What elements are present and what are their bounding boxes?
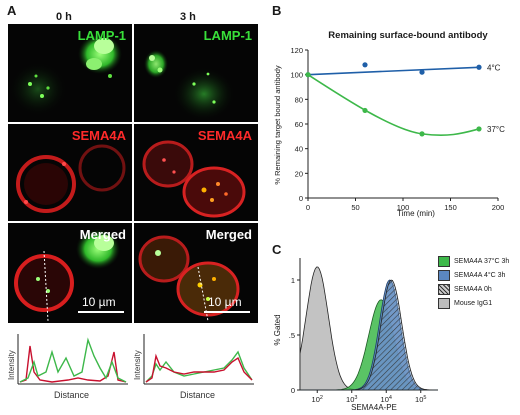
micrograph-lamp1-0h: LAMP-1 <box>8 24 132 122</box>
chart-c-xtick-label: 104 <box>381 395 392 404</box>
profile-xlabel-3h: Distance <box>180 390 215 400</box>
label-merged-3h: Merged <box>205 227 252 242</box>
chart-c-legend: SEMA4A 37°C 3h SEMA4A 4°C 3h SEMA4A 0h Mous… <box>438 256 518 312</box>
sema4a-3h-image <box>142 140 246 218</box>
sema4a-0h-image <box>16 144 126 213</box>
chart-b-ytick-label: 0 <box>299 194 303 203</box>
micrograph-merged-3h: Merged 10 µm <box>134 223 258 323</box>
legend-item: SEMA4A 4°C 3h <box>438 270 518 281</box>
chart-b-data-point <box>419 69 425 75</box>
chart-b-series-label: 37°C <box>487 125 505 134</box>
chart-c-xlabel: SEMA4A-PE <box>351 403 397 412</box>
chart-c-xtick-label: 103 <box>346 395 357 404</box>
micrograph-sema4a-0h: SEMA4A <box>8 124 132 221</box>
chart-b-ytick-label: 40 <box>295 145 303 154</box>
micrograph-merged-0h: Merged 10 µm <box>8 223 132 323</box>
chart-b-ytick-label: 80 <box>295 95 303 104</box>
panel-a-letter: A <box>7 3 17 18</box>
chart-c-histogram <box>300 279 438 391</box>
chart-b-xtick-label: 0 <box>306 203 310 212</box>
label-lamp1-3h: LAMP-1 <box>203 28 252 43</box>
scale-bar-3h <box>204 311 250 313</box>
chart-b-data-point <box>362 107 368 114</box>
chart-b-series-label: 4°C <box>487 63 501 72</box>
chart-b-xtick-label: 50 <box>351 203 359 212</box>
chart-c-xtick-label: 102 <box>312 395 323 404</box>
profile-ylabel-3h: Intensity <box>134 350 142 380</box>
chart-c-ytick-label: .5 <box>289 331 295 340</box>
profile-xlabel-0h: Distance <box>54 390 89 400</box>
chart-c-xtick-label: 105 <box>415 395 426 404</box>
lamp1-3h-image <box>144 50 234 120</box>
micrograph-lamp1-3h: LAMP-1 <box>134 24 258 122</box>
chart-b-data-point <box>476 126 482 132</box>
scale-bar-0h <box>78 311 124 313</box>
legend-item: SEMA4A 37°C 3h <box>438 256 518 267</box>
legend-swatch <box>438 298 450 309</box>
label-sema4a-3h: SEMA4A <box>197 128 252 143</box>
scale-bar-label-3h: 10 µm <box>208 295 242 309</box>
chart-b-data-point <box>419 131 425 137</box>
merged-3h-image <box>138 235 240 322</box>
chart-flow-histogram: 0 .5 1 102 103 104 105 SEMA4A-PE % Gated <box>273 258 438 412</box>
chart-b-ytick-label: 100 <box>290 71 303 80</box>
panel-b-letter: B <box>272 3 282 18</box>
chart-remaining-antibody: Remaining surface-bound antibody 0 20 40 60… <box>273 30 505 218</box>
chart-b-xtick-label: 100 <box>397 203 410 212</box>
legend-item: Mouse IgG1 <box>438 298 518 309</box>
legend-label: SEMA4A 0h <box>454 286 492 293</box>
intensity-profile-3h: Intensity Distance <box>134 334 254 400</box>
chart-b-xlabel: Time (min) <box>397 209 435 218</box>
chart-c-ytick-label: 0 <box>291 386 295 395</box>
panel-c-letter: C <box>272 242 282 257</box>
merged-0h-image <box>14 229 120 322</box>
micrograph-sema4a-3h: SEMA4A <box>134 124 258 221</box>
chart-b-series-line <box>307 66 480 76</box>
legend-label: SEMA4A 4°C 3h <box>454 272 506 279</box>
legend-swatch <box>438 256 450 267</box>
legend-label: Mouse IgG1 <box>454 300 493 307</box>
label-lamp1-0h: LAMP-1 <box>77 28 126 43</box>
chart-b-ytick-label: 60 <box>295 120 303 129</box>
legend-item: SEMA4A 0h <box>438 284 518 295</box>
legend-label: SEMA4A 37°C 3h <box>454 258 510 265</box>
chart-b-ytick-label: 20 <box>295 169 303 178</box>
chart-c-ylabel: % Gated <box>273 314 282 345</box>
column-header-3h: 3 h <box>180 11 196 23</box>
profile-ylabel-0h: Intensity <box>8 350 16 380</box>
scale-bar-label-0h: 10 µm <box>82 295 116 309</box>
label-merged-0h: Merged <box>79 227 126 242</box>
chart-b-title: Remaining surface-bound antibody <box>328 30 488 41</box>
legend-swatch <box>438 284 450 295</box>
intensity-profile-0h: Intensity Distance <box>8 334 128 400</box>
chart-c-ytick-label: 1 <box>291 276 295 285</box>
chart-b-data-point <box>362 62 368 68</box>
label-sema4a-0h: SEMA4A <box>71 128 126 143</box>
chart-b-ytick-label: 120 <box>290 46 303 55</box>
legend-swatch <box>438 270 450 281</box>
chart-b-xtick-label: 150 <box>444 203 457 212</box>
chart-b-data-point <box>305 72 311 78</box>
chart-b-xtick-label: 200 <box>492 203 505 212</box>
column-header-0h: 0 h <box>56 11 72 23</box>
chart-b-series-line <box>307 73 480 136</box>
lamp1-0h-image <box>10 34 122 115</box>
chart-b-data-point <box>476 64 482 70</box>
chart-b-ylabel: % Remaining target bound antibody <box>273 65 282 184</box>
